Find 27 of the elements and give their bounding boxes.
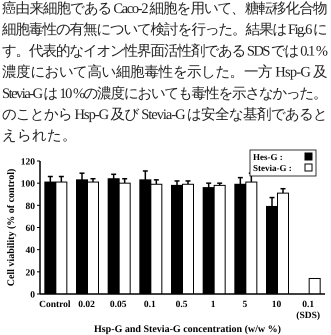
x-tick-label: Control xyxy=(39,300,71,310)
y-tick-label: 0 xyxy=(30,290,36,300)
text: Stevia-G は 10 %の濃度においても毒性を示さなかった。 xyxy=(2,84,328,102)
x-tick-label: 10 xyxy=(272,300,282,310)
text: Hes-G : xyxy=(253,152,283,162)
x-axis-title: Hsp-G and Stevia-G concentration (w/w %) xyxy=(94,324,281,335)
text: 濃度において高い細胞毒性を示した。一方 Hsp-G 及 xyxy=(2,64,328,81)
x-tick-label: 0.1 xyxy=(144,300,156,310)
y-tick-label: 80 xyxy=(26,202,36,212)
x-tick-label: 1 xyxy=(210,300,216,310)
text: のことから Hsp-G 及び Stevia-G は安全な基剤であると xyxy=(2,106,328,123)
y-tick-label: 120 xyxy=(20,158,36,168)
y-tick-label: 60 xyxy=(26,224,36,234)
x-tick-label: 0.5 xyxy=(176,300,188,310)
text: 癌由来細胞である Caco-2 細胞を用いて、糖転移化合物 xyxy=(2,0,328,17)
legend-label: Stevia-G : xyxy=(253,163,292,173)
y-tick-label: 40 xyxy=(26,246,36,256)
y-tick-label: 20 xyxy=(26,268,36,278)
y-tick-label: 100 xyxy=(20,180,36,190)
text: えられた。 xyxy=(2,128,77,144)
y-axis-title: Cell viability (% of control) xyxy=(6,168,17,286)
text: す。代表的なイオン性界面活性剤である SDS では 0.1 % xyxy=(2,42,328,60)
text: 細胞毒性の有無について検討を行った。結果は Fig.6 に xyxy=(1,21,328,38)
x-tick-label: 0.05 xyxy=(110,300,127,310)
x-tick-label: 0.02 xyxy=(78,300,96,310)
x-tick-label: 0.1 (SDS) xyxy=(296,300,320,321)
x-tick-label: 5 xyxy=(242,300,248,310)
